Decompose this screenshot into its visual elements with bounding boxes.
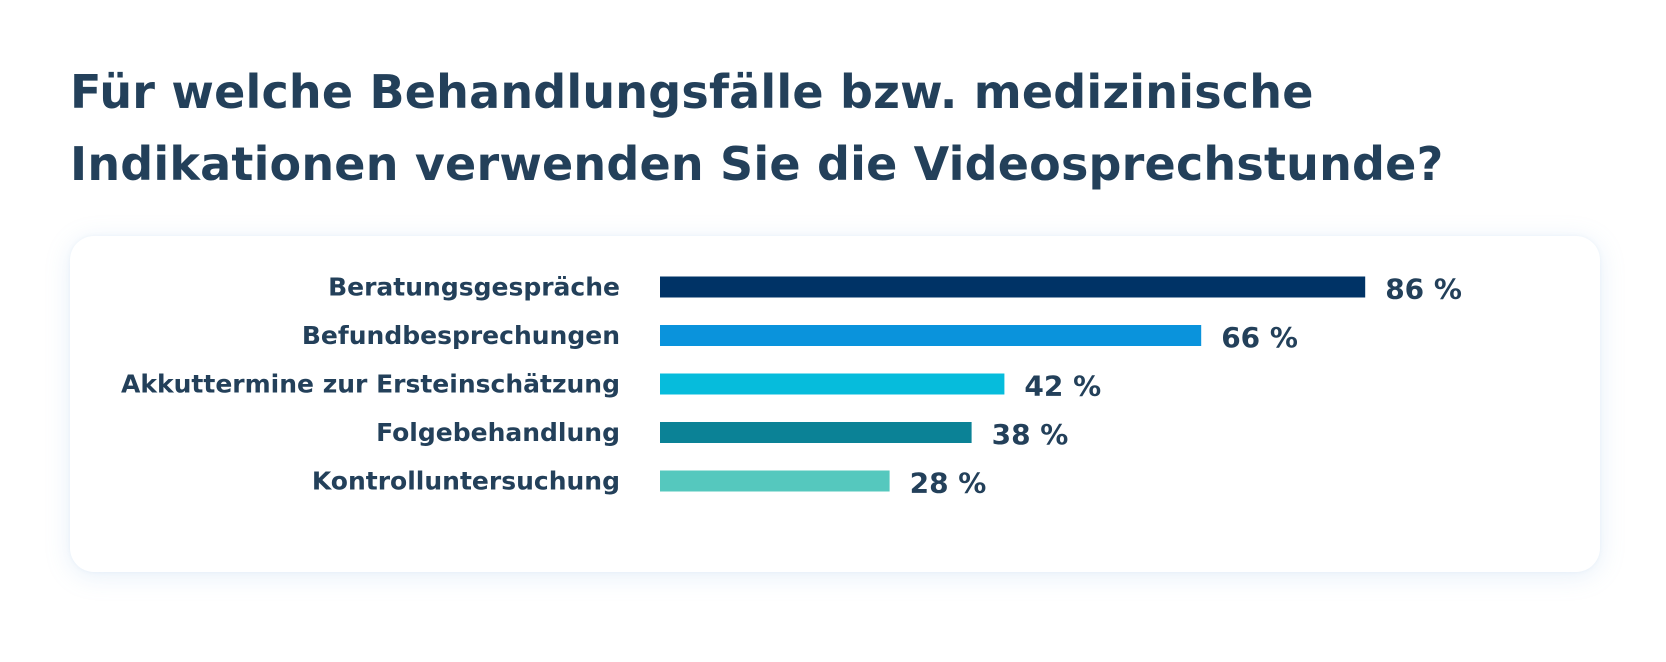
- value-label: 66 %: [1221, 321, 1298, 354]
- value-label: 86 %: [1385, 273, 1462, 306]
- value-label: 42 %: [1024, 370, 1101, 403]
- bar: [660, 373, 1005, 395]
- category-label: Folgebehandlung: [376, 418, 620, 447]
- category-label: Kontrolluntersuchung: [312, 467, 620, 496]
- bar: [660, 276, 1366, 298]
- category-label: Beratungsgespräche: [328, 273, 620, 302]
- value-label: 28 %: [910, 467, 987, 500]
- bar: [660, 422, 972, 443]
- bar: [660, 470, 890, 492]
- bar-chart: Beratungsgespräche 86 % Befundbesprechunge…: [121, 273, 1462, 500]
- value-label: 38 %: [992, 418, 1069, 451]
- category-label: Akkuttermine zur Ersteinschätzung: [121, 370, 620, 399]
- chart-card: Beratungsgespräche 86 % Befundbesprechunge…: [70, 236, 1600, 572]
- chart-title: Für welche Behandlungsfälle bzw. medizin…: [70, 65, 1444, 191]
- bar: [660, 325, 1202, 346]
- category-label: Befundbesprechungen: [302, 321, 620, 350]
